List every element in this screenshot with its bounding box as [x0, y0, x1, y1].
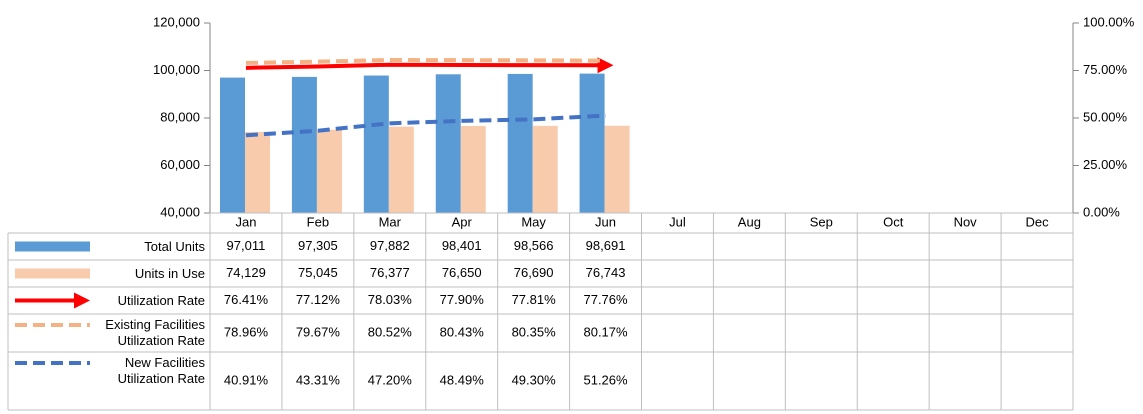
table-value: 98,566: [514, 238, 554, 253]
bar: [507, 73, 533, 213]
x-tick-label: Aug: [738, 214, 761, 229]
bar: [388, 126, 414, 213]
table-value: 76,743: [586, 265, 626, 280]
bar: [579, 73, 605, 213]
x-tick-label: Jul: [669, 214, 686, 229]
table-value: 49.30%: [512, 372, 557, 387]
bar: [435, 74, 461, 213]
x-tick-label: May: [521, 214, 546, 229]
bar: [460, 125, 486, 213]
y-tick-label: 120,000: [153, 14, 200, 29]
legend-key: [15, 268, 90, 279]
table-value: 40.91%: [224, 372, 269, 387]
table-value: 76,650: [442, 265, 482, 280]
x-tick-label: Nov: [954, 214, 978, 229]
legend-key: [15, 241, 90, 252]
table-value: 76.41%: [224, 292, 269, 307]
y2-tick-label: 75.00%: [1083, 62, 1128, 77]
legend-label: Total Units: [144, 238, 205, 254]
y-tick-label: 80,000: [160, 109, 200, 124]
table-value: 76,690: [514, 265, 554, 280]
y2-tick-label: 100.00%: [1083, 14, 1135, 29]
x-tick-label: Sep: [810, 214, 833, 229]
bar: [363, 75, 389, 214]
y-tick-label: 100,000: [153, 62, 200, 77]
bar: [316, 129, 342, 213]
table-value: 80.17%: [583, 324, 628, 339]
table-value: 47.20%: [368, 372, 413, 387]
table-value: 75,045: [298, 265, 338, 280]
line-series: [245, 57, 614, 74]
x-tick-label: Mar: [379, 214, 402, 229]
legend-label: Utilization Rate: [117, 292, 205, 308]
table-value: 78.96%: [224, 324, 269, 339]
table-value: 77.81%: [512, 292, 557, 307]
bar: [532, 125, 558, 213]
table-value: 77.76%: [583, 292, 628, 307]
table-value: 97,011: [227, 238, 266, 253]
table-value: 97,882: [370, 238, 410, 253]
x-tick-label: Dec: [1025, 214, 1049, 229]
line-series: [245, 113, 606, 138]
table-value: 77.12%: [296, 292, 341, 307]
table-value: 77.90%: [440, 292, 485, 307]
table-value: 48.49%: [440, 372, 485, 387]
table-value: 78.03%: [368, 292, 413, 307]
line-series: [245, 58, 606, 65]
table-value: 98,691: [586, 238, 626, 253]
legend-label: Units in Use: [134, 265, 205, 281]
y-tick-label: 60,000: [160, 157, 200, 172]
table-value: 97,305: [298, 238, 338, 253]
y2-tick-label: 25.00%: [1083, 157, 1128, 172]
table-value: 80.43%: [440, 324, 485, 339]
y-tick-label: 40,000: [160, 204, 200, 219]
table-value: 74,129: [226, 265, 266, 280]
x-tick-label: Jan: [235, 214, 256, 229]
table-value: 51.26%: [583, 372, 628, 387]
legend-label: Existing Facilities Utilization Rate: [105, 317, 205, 348]
table-value: 79.67%: [296, 324, 341, 339]
bar: [245, 131, 270, 213]
y2-tick-label: 50.00%: [1083, 109, 1128, 124]
table-value: 80.52%: [368, 324, 413, 339]
legend-label: New Facilities Utilization Rate: [117, 355, 205, 386]
y2-tick-label: 0.00%: [1083, 204, 1120, 219]
table-value: 43.31%: [296, 372, 341, 387]
bar: [220, 77, 245, 213]
table-value: 98,401: [442, 238, 482, 253]
x-tick-label: Feb: [307, 214, 329, 229]
x-tick-label: Oct: [883, 214, 904, 229]
table-value: 80.35%: [512, 324, 557, 339]
table-value: 76,377: [370, 265, 410, 280]
x-tick-label: Apr: [452, 214, 473, 229]
bar: [291, 76, 317, 213]
bar: [604, 125, 630, 213]
x-tick-label: Jun: [595, 214, 616, 229]
